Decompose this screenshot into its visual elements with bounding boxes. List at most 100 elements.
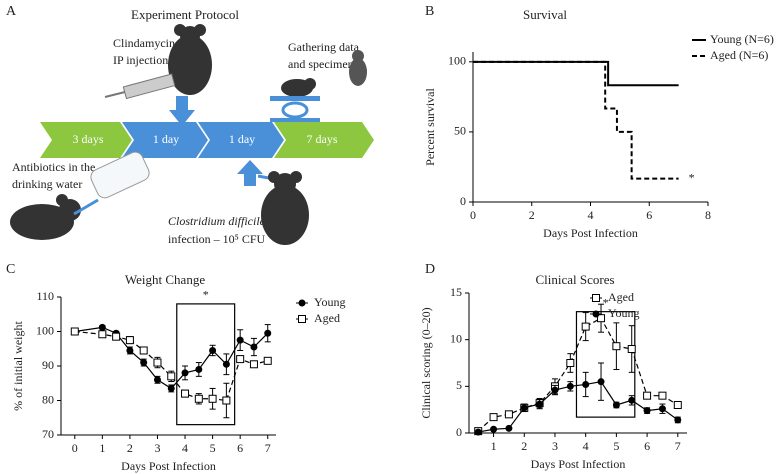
mouse-icon	[10, 194, 81, 240]
x-axis-label: Days Post Infection	[531, 457, 626, 471]
chart-title: Clinical Scores	[535, 272, 614, 287]
x-tick-label: 2	[127, 441, 133, 455]
survival-line	[473, 60, 679, 87]
marker	[628, 396, 636, 404]
y-tick-label: 110	[36, 289, 54, 303]
x-tick-label: 1	[491, 439, 497, 453]
step-label: 7 days	[307, 132, 338, 146]
arrow	[237, 160, 263, 186]
series-line	[477, 317, 679, 432]
y-tick-label: 90	[42, 358, 54, 372]
x-tick-label: 7	[675, 439, 681, 453]
scale-icon	[270, 118, 320, 122]
marker	[474, 428, 482, 436]
annotation: *	[203, 288, 209, 302]
x-tick-label: 4	[583, 439, 589, 453]
step-arrow	[274, 122, 374, 158]
y-tick-label: 100	[36, 323, 54, 337]
x-tick-label: 2	[529, 208, 535, 222]
legend-marker	[298, 315, 306, 323]
protocol-diagram: A Experiment Protocol 3 days 1 day 1 day…	[6, 4, 374, 246]
marker	[209, 346, 217, 354]
annotation: IP injection	[113, 53, 168, 67]
step-arrow	[122, 122, 208, 158]
syringe-icon	[104, 73, 176, 100]
marker	[581, 322, 590, 331]
marker	[195, 365, 203, 373]
y-tick-label: 0	[456, 425, 462, 439]
mouse-icon	[168, 24, 212, 95]
y-axis-label: % of initial weight	[11, 321, 25, 411]
x-tick-label: 3	[154, 441, 160, 455]
y-tick-label: 5	[456, 378, 462, 392]
x-tick-label: 6	[237, 441, 243, 455]
marker	[627, 345, 636, 353]
x-tick-label: 8	[705, 208, 711, 222]
chart-title: Survival	[523, 7, 567, 22]
marker	[582, 380, 590, 388]
y-tick-label: 0	[460, 194, 466, 208]
annotation: Clostridium difficile	[168, 214, 266, 228]
x-tick-label: 5	[613, 439, 619, 453]
annotation: Clindamycin	[113, 36, 175, 50]
marker	[236, 336, 244, 344]
marker	[504, 410, 513, 419]
x-tick-label: 5	[210, 441, 216, 455]
marker	[612, 401, 620, 409]
legend-label: Aged	[314, 311, 340, 325]
marker	[658, 391, 667, 400]
mouse-icon	[349, 50, 367, 86]
y-axis-label: Clinical scoring (0–20)	[419, 307, 433, 418]
annotation: and specimens	[288, 57, 359, 71]
panel-label: D	[425, 262, 435, 277]
marker	[222, 396, 231, 405]
marker	[597, 314, 606, 323]
highlight-box	[575, 311, 636, 418]
marker	[263, 356, 272, 365]
marker	[70, 327, 79, 336]
marker	[153, 376, 161, 384]
annotation: Gathering data	[288, 40, 360, 54]
marker	[153, 358, 162, 367]
step-label: 1 day	[153, 132, 179, 146]
marker	[597, 378, 605, 386]
panel-label: A	[6, 4, 17, 19]
x-tick-label: 6	[644, 439, 650, 453]
marker	[566, 382, 574, 390]
marker	[505, 424, 513, 432]
legend-label: Young (N=6)	[710, 32, 774, 46]
legend-label: Aged	[608, 290, 634, 304]
y-tick-label: 50	[454, 124, 466, 138]
x-tick-label: 7	[265, 441, 271, 455]
x-tick-label: 1	[99, 441, 105, 455]
marker	[98, 330, 107, 339]
x-tick-label: 4	[182, 441, 188, 455]
marker	[194, 394, 203, 403]
bottle-icon	[90, 151, 150, 199]
marker	[140, 359, 148, 367]
y-tick-label: 70	[42, 427, 54, 441]
x-tick-label: 0	[72, 441, 78, 455]
marker	[181, 389, 190, 398]
y-tick-label: 10	[450, 331, 462, 345]
scale-icon	[270, 96, 320, 101]
x-tick-label: 6	[646, 208, 652, 222]
y-tick-label: 80	[42, 392, 54, 406]
marker	[490, 425, 498, 433]
marker	[249, 360, 258, 369]
marker	[167, 372, 176, 381]
annotation: drinking water	[12, 177, 82, 191]
marker	[126, 346, 134, 354]
marker	[643, 407, 651, 415]
highlight-box	[176, 303, 236, 426]
protocol-title: Experiment Protocol	[131, 7, 239, 22]
panel-label: B	[425, 4, 434, 19]
marker	[520, 404, 528, 412]
legend-marker	[592, 294, 600, 302]
legend-label: Aged (N=6)	[710, 48, 768, 62]
series-line	[478, 381, 679, 433]
annotation: *	[603, 295, 609, 309]
x-tick-label: 2	[521, 439, 527, 453]
